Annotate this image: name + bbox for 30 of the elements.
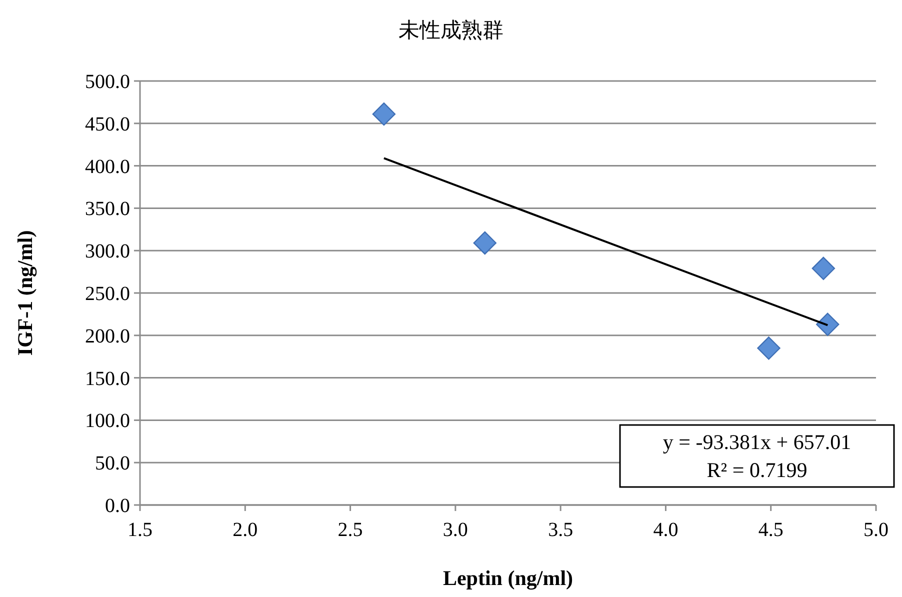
annotation: y = -93.381x + 657.01	[662, 430, 852, 454]
x-tick-label: 1.5	[128, 519, 152, 541]
y-tick-label: 300.0	[85, 240, 130, 263]
point	[473, 231, 496, 255]
y-tick-label: 250.0	[85, 283, 130, 305]
point	[757, 336, 780, 360]
point	[372, 102, 396, 126]
y-tick-label: 100.0	[85, 410, 130, 432]
point	[816, 312, 840, 336]
x-axis-title: Leptin (ng/ml)	[442, 566, 574, 590]
annotation: R² = 0.7199	[706, 458, 808, 482]
point	[812, 256, 836, 280]
y-tick-label: 400.0	[85, 156, 130, 178]
annotation-box: y = -93.381x + 657.01 R² = 0.7199	[619, 424, 895, 488]
x-tick-label: 4.0	[653, 519, 678, 541]
x-tick-label: 4.5	[758, 519, 784, 541]
x-tick-label: 2.0	[232, 519, 258, 541]
y-tick-label: 50.0	[95, 452, 130, 475]
x-tick-label: 3.0	[442, 519, 468, 541]
y-tick-label: 350.0	[85, 198, 130, 220]
x-tick-label: 3.5	[548, 519, 574, 541]
chart-title: 未性成熟群	[398, 18, 504, 42]
y-axis-title: IGF-1 (ng/ml)	[13, 230, 37, 356]
y-tick-label: 450.0	[85, 113, 130, 136]
x-tick-label: 2.5	[338, 519, 363, 541]
y-tick-label: 0.0	[105, 495, 130, 517]
x-tick-label: 5.0	[864, 519, 888, 541]
y-tick-label: 150.0	[85, 368, 130, 390]
y-tick-label: 500.0	[85, 71, 130, 93]
y-tick-label: 200.0	[85, 325, 130, 348]
